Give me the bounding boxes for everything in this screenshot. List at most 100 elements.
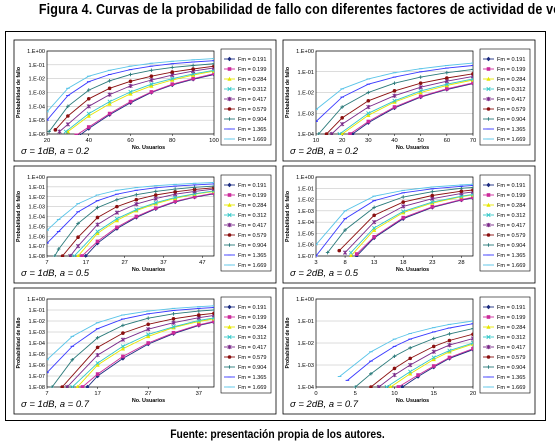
series-7 (325, 185, 473, 255)
y-axis-label: Probabilidad de fallo (16, 317, 22, 368)
data-point (68, 253, 73, 257)
legend-label: Fm = 0.199 (497, 315, 525, 321)
chart-panel-4: 1.E+00 1.E-01 1.E-02 1.E-03 1.E-04 1.E-05 1.E-… (282, 165, 536, 284)
data-point (396, 385, 401, 388)
legend-label: Fm = 0.199 (497, 67, 525, 73)
legend-label: Fm = 0.199 (238, 315, 266, 321)
y-tick-label: 1.E-02 (29, 319, 45, 325)
x-tick-label: 17 (94, 391, 100, 397)
series-line (344, 191, 473, 253)
y-tick-label: 1.E-04 (29, 104, 45, 110)
data-point (57, 129, 62, 134)
data-point (431, 336, 436, 341)
legend-label: Fm = 0.579 (497, 233, 525, 239)
data-point (146, 322, 151, 327)
data-point (173, 189, 177, 194)
data-point (401, 215, 406, 220)
data-point (354, 252, 359, 256)
data-point (447, 343, 452, 348)
legend-label: Fm = 0.904 (238, 117, 266, 123)
legend-label: Fm = 0.284 (497, 325, 525, 331)
data-point (471, 185, 473, 190)
plot-area (315, 176, 474, 257)
series-line (51, 309, 214, 388)
data-point (107, 79, 112, 83)
series-4 (384, 340, 473, 388)
data-point (80, 385, 85, 388)
series-7 (47, 61, 214, 134)
data-point (340, 116, 344, 120)
legend-label: Fm = 0.312 (238, 87, 266, 93)
data-point (70, 384, 75, 388)
series-2 (354, 195, 473, 256)
data-point (392, 354, 397, 359)
data-point (95, 352, 100, 358)
data-point (134, 207, 139, 212)
data-point (459, 186, 464, 191)
data-point (431, 344, 436, 349)
data-point (95, 372, 100, 376)
data-point (431, 355, 436, 360)
y-tick-label: 1.E-04 (29, 215, 45, 221)
data-point (369, 371, 373, 376)
legend: Fm = 0.191 Fm = 0.199 Fm = 0.284 Fm = 0.312… (479, 296, 531, 394)
data-point (471, 346, 473, 351)
data-point (372, 205, 376, 210)
legend-label: Fm = 0.904 (238, 365, 266, 371)
series-line (47, 305, 214, 361)
x-axis-label: No. Usuarios (396, 398, 429, 404)
legend-label: Fm = 0.417 (497, 223, 525, 229)
data-point (197, 313, 201, 317)
data-point (392, 366, 397, 371)
x-tick-label: 40 (391, 138, 397, 144)
x-tick-label: 47 (199, 260, 205, 266)
data-point (128, 79, 133, 84)
data-point (369, 385, 373, 388)
data-point (366, 119, 371, 124)
data-point (342, 250, 348, 255)
legend-marker (486, 107, 491, 111)
data-point (107, 92, 112, 97)
series-line (338, 189, 473, 251)
series-line (350, 193, 473, 253)
data-point (50, 385, 54, 388)
data-point (95, 239, 100, 244)
data-point (401, 200, 406, 204)
data-point (95, 335, 100, 340)
data-point (349, 253, 353, 257)
x-tick-label: 30 (365, 138, 371, 144)
data-point (56, 247, 61, 251)
data-point (408, 356, 413, 361)
legend-marker (486, 344, 491, 350)
series-7 (353, 326, 473, 388)
data-point (86, 113, 91, 118)
x-tick-label: 8 (343, 260, 346, 266)
y-tick-label: 1.E+00 (27, 297, 45, 303)
legend-label: Fm = 0.199 (497, 193, 525, 199)
x-axis-label: No. Usuarios (132, 398, 165, 404)
legend-label: Fm = 0.284 (497, 203, 525, 209)
data-point (191, 63, 195, 68)
data-point (471, 67, 473, 72)
legend-marker (486, 233, 491, 237)
y-tick-label: 1.E-01 (298, 70, 314, 76)
data-point (471, 81, 473, 85)
y-tick-label: 1.E-04 (298, 132, 314, 138)
y-tick-label: 1.E-03 (298, 209, 314, 215)
legend: Fm = 0.191 Fm = 0.199 Fm = 0.284 Fm = 0.312… (220, 296, 272, 394)
data-point (76, 235, 80, 240)
data-point (212, 61, 214, 66)
data-point (74, 133, 79, 135)
legend-label: Fm = 0.191 (238, 305, 266, 311)
series-5 (57, 65, 214, 134)
data-point (447, 355, 452, 360)
data-point (470, 340, 473, 346)
x-tick-label: 23 (429, 260, 435, 266)
y-tick-label: 1.E+00 (296, 297, 314, 303)
data-point (197, 309, 201, 313)
data-point (120, 337, 126, 342)
y-tick-label: 1.E-04 (298, 220, 314, 226)
figure-canvas: 1.E+00 1.E-01 1.E-02 1.E-03 1.E-04 1.E-05 1.E-… (13, 39, 536, 415)
data-point (445, 70, 449, 75)
chart-panel-6: 1.E+00 1.E-01 1.E-02 1.E-03 1.E-040 5 10 15 20 Pr… (282, 287, 536, 415)
